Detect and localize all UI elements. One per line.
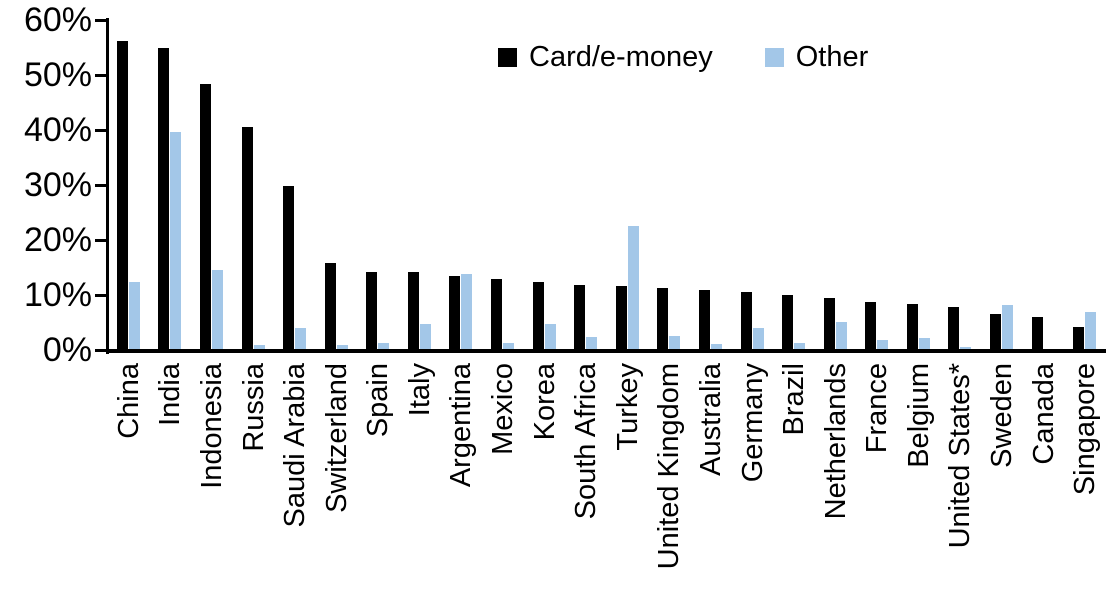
x-axis-label: Argentina	[445, 363, 478, 488]
bar-other	[877, 340, 889, 350]
bar-other	[586, 336, 598, 350]
y-axis-tick-label: 10%	[23, 276, 92, 314]
x-axis-label: United Kingdom	[653, 363, 686, 570]
legend-item-card-emoney: Card/e-money	[498, 41, 713, 73]
x-axis-label: India	[154, 363, 187, 426]
bar-other	[627, 226, 639, 350]
bar-other	[1085, 312, 1097, 350]
x-axis-label: Sweden	[986, 363, 1019, 468]
bar-other	[295, 328, 307, 350]
bar-card-emoney	[407, 272, 419, 350]
legend-label-card-emoney: Card/e-money	[529, 41, 713, 73]
x-axis-label: Australia	[694, 363, 727, 476]
y-axis-line	[106, 18, 109, 354]
bar-other	[211, 269, 223, 350]
bar-other	[336, 345, 348, 350]
bar-other	[794, 342, 806, 350]
bar-card-emoney	[740, 291, 752, 350]
bar-other	[544, 324, 556, 350]
bar-card-emoney	[449, 275, 461, 350]
legend: Card/e-money Other	[498, 41, 868, 73]
x-axis-label: Mexico	[487, 363, 520, 455]
x-axis-label: Russia	[237, 363, 270, 452]
bar-other	[669, 336, 681, 350]
y-axis-tick-label: 20%	[23, 221, 92, 259]
x-axis-label: Switzerland	[320, 363, 353, 513]
x-axis-label: United States*	[944, 363, 977, 549]
y-axis-tick	[95, 19, 108, 22]
bar-other	[378, 342, 390, 350]
x-axis-label: Germany	[736, 363, 769, 483]
y-axis-tick-label: 50%	[23, 56, 92, 94]
y-axis-tick	[95, 184, 108, 187]
bar-card-emoney	[491, 278, 503, 350]
bar-card-emoney	[823, 298, 835, 350]
bar-other	[752, 328, 764, 350]
x-axis-label: China	[112, 363, 145, 439]
x-axis-label: Turkey	[611, 363, 644, 451]
bar-card-emoney	[116, 40, 128, 350]
x-axis-label: Italy	[403, 363, 436, 417]
bar-card-emoney	[1031, 317, 1043, 350]
bar-card-emoney	[532, 282, 544, 350]
bar-other	[710, 343, 722, 350]
bar-other	[128, 282, 140, 350]
bar-card-emoney	[698, 289, 710, 350]
bar-other	[253, 344, 265, 350]
bar-card-emoney	[782, 295, 794, 350]
bar-other	[503, 342, 515, 350]
bar-card-emoney	[990, 313, 1002, 350]
x-axis-label: Saudi Arabia	[279, 363, 312, 528]
x-axis-label: Netherlands	[819, 363, 852, 520]
bar-card-emoney	[324, 263, 336, 350]
legend-label-other: Other	[795, 41, 869, 73]
x-axis-label: Belgium	[902, 363, 935, 468]
y-axis-tick-label: 30%	[23, 166, 92, 204]
y-axis-tick	[95, 239, 108, 242]
bar-card-emoney	[283, 186, 295, 350]
bar-card-emoney	[1073, 327, 1085, 350]
card-emoney-swatch	[498, 47, 517, 67]
x-axis-label: South Africa	[570, 363, 603, 520]
bar-card-emoney	[158, 47, 170, 350]
bar-card-emoney	[906, 303, 918, 350]
bar-card-emoney	[366, 271, 378, 350]
x-axis-label: Canada	[1027, 363, 1060, 465]
y-axis-tick	[95, 74, 108, 77]
bar-card-emoney	[241, 127, 253, 350]
bar-other	[1002, 304, 1014, 350]
bar-other	[835, 321, 847, 350]
x-axis-label: Singapore	[1069, 363, 1102, 496]
bar-card-emoney	[574, 284, 586, 350]
y-axis-tick	[95, 129, 108, 132]
bar-other	[461, 273, 473, 350]
bar-card-emoney	[199, 84, 211, 350]
bar-card-emoney	[865, 301, 877, 350]
bar-card-emoney	[657, 287, 669, 350]
y-axis-tick	[95, 349, 108, 352]
bar-card-emoney	[615, 285, 627, 350]
bar-other	[918, 338, 930, 350]
other-swatch	[764, 47, 784, 67]
x-axis-label: Indonesia	[195, 363, 228, 489]
bar-card-emoney	[948, 306, 960, 350]
x-axis-label: Korea	[528, 363, 561, 441]
x-axis-label: Brazil	[778, 363, 811, 436]
legend-item-other: Other	[764, 41, 869, 73]
y-axis-tick	[95, 294, 108, 297]
x-axis-label: Spain	[362, 363, 395, 438]
y-axis-tick-label: 40%	[23, 111, 92, 149]
x-axis-line	[106, 348, 1106, 353]
bar-other	[170, 131, 182, 350]
x-axis-label: France	[861, 363, 894, 454]
bar-other	[419, 324, 431, 350]
y-axis-tick-label: 60%	[23, 1, 92, 39]
y-axis-tick-label: 0%	[42, 331, 92, 369]
